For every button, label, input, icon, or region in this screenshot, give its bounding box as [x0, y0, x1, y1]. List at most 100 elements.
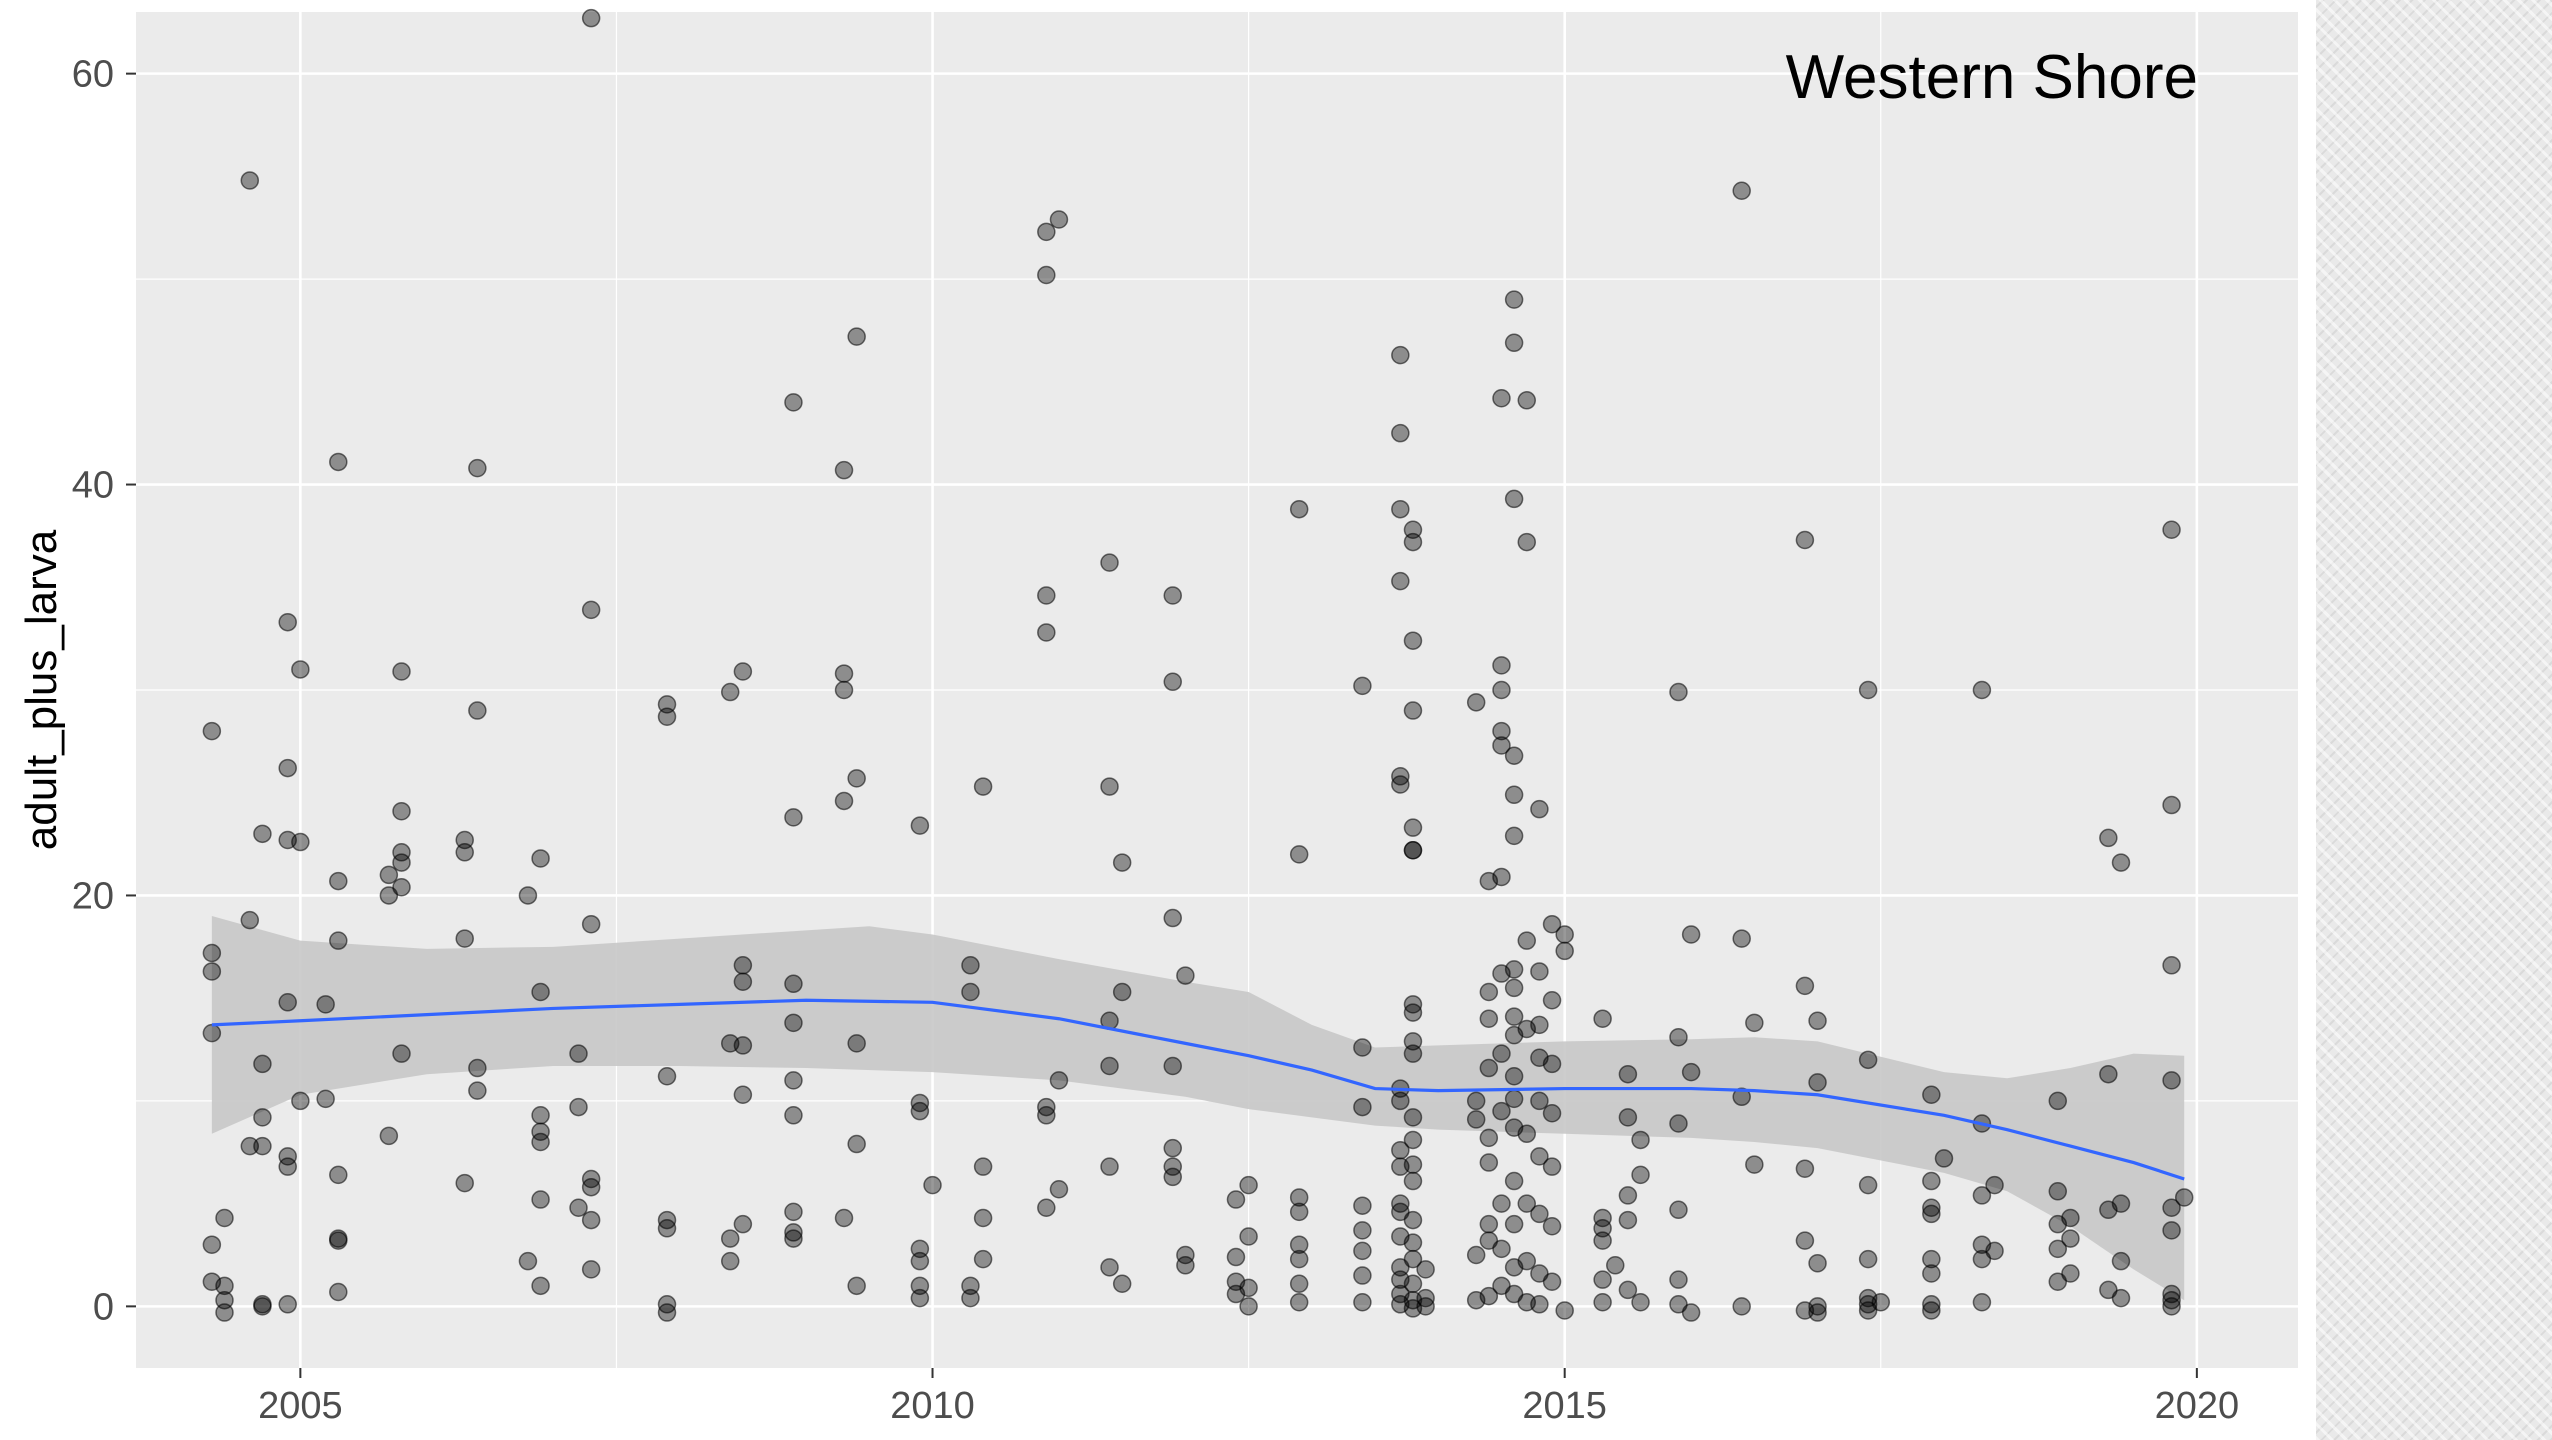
data-point — [733, 662, 753, 681]
data-point — [253, 1295, 272, 1314]
data-point — [834, 791, 854, 811]
data-point — [329, 871, 348, 891]
data-point — [1618, 1186, 1638, 1205]
data-point — [1403, 701, 1423, 720]
data-point — [1517, 1194, 1537, 1213]
data-point — [1504, 826, 1524, 846]
data-point — [733, 972, 753, 991]
data-point — [1681, 1062, 1701, 1082]
data-point — [1226, 1247, 1246, 1267]
data-point — [316, 995, 335, 1014]
smooth-line — [211, 998, 2185, 1181]
data-point — [847, 1276, 866, 1296]
data-point — [1681, 925, 1701, 944]
data-point — [531, 1106, 550, 1125]
data-point — [847, 769, 866, 788]
data-point — [1922, 1249, 1941, 1269]
data-point — [291, 660, 310, 679]
data-point — [1353, 1293, 1372, 1312]
data-point — [1972, 680, 1992, 700]
data-point — [923, 1175, 942, 1195]
data-point — [847, 327, 866, 346]
data-point — [531, 1276, 550, 1296]
data-point — [1555, 1301, 1574, 1320]
data-point — [1391, 1091, 1410, 1111]
data-point — [1403, 1171, 1423, 1191]
data-point — [581, 600, 601, 620]
data-point — [1100, 1056, 1119, 1076]
data-point — [278, 758, 297, 778]
data-point — [1037, 1198, 1056, 1217]
data-point — [1669, 682, 1688, 702]
data-point — [1504, 333, 1524, 353]
data-point — [1732, 1297, 1751, 1316]
data-point — [1922, 1171, 1941, 1191]
data-point — [329, 452, 348, 472]
data-point — [215, 1208, 234, 1228]
data-point — [961, 956, 980, 975]
data-point — [1492, 1101, 1511, 1121]
data-point — [202, 962, 222, 981]
data-point — [1985, 1175, 2004, 1195]
data-point — [973, 777, 993, 796]
data-point — [1353, 1241, 1372, 1261]
data-point — [392, 853, 411, 872]
data-point — [569, 1044, 588, 1063]
data-point — [1795, 530, 1815, 550]
data-point — [531, 1122, 550, 1141]
data-point — [1163, 1157, 1182, 1176]
data-point — [1049, 1071, 1069, 1090]
data-point — [1504, 960, 1524, 979]
data-point — [278, 1147, 297, 1166]
data-point — [1239, 1175, 1258, 1195]
data-point — [291, 1091, 310, 1111]
data-point — [468, 1058, 487, 1078]
side-texture-panel — [2316, 0, 2552, 1440]
data-point — [392, 843, 411, 862]
data-point — [1112, 1274, 1132, 1294]
data-point — [1795, 1159, 1815, 1178]
data-point — [1492, 680, 1511, 700]
y-axis-title: adult_plus_larva — [17, 529, 66, 850]
data-point — [518, 886, 538, 905]
data-point — [1808, 1073, 1827, 1092]
data-point — [784, 1229, 803, 1248]
data-point — [1492, 736, 1511, 755]
data-point — [1745, 1155, 1764, 1174]
data-point — [1289, 1235, 1309, 1254]
data-point — [2111, 1288, 2131, 1308]
data-point — [1517, 1251, 1537, 1271]
data-point — [1795, 1231, 1815, 1250]
data-point — [2162, 1071, 2181, 1090]
data-point — [379, 865, 399, 885]
chart-annotation: Western Shore — [1786, 43, 2198, 112]
data-point — [1403, 1003, 1423, 1022]
data-point — [1504, 1007, 1524, 1026]
data-point — [1492, 1194, 1511, 1213]
data-point — [847, 1134, 866, 1154]
data-point — [1226, 1190, 1246, 1209]
data-point — [1669, 1200, 1688, 1220]
data-point — [1808, 1253, 1827, 1273]
data-point — [1858, 680, 1878, 700]
data-point — [1289, 1188, 1309, 1207]
data-point — [1972, 1186, 1992, 1205]
data-point — [1530, 1015, 1549, 1035]
data-point — [455, 929, 474, 948]
data-point — [2162, 1297, 2181, 1316]
data-point — [392, 662, 411, 681]
data-points — [202, 8, 2194, 1322]
data-point — [1504, 290, 1524, 309]
data-point — [784, 808, 803, 827]
data-point — [733, 1214, 753, 1234]
data-point — [1504, 785, 1524, 805]
data-point — [1353, 1038, 1372, 1057]
data-point — [202, 721, 222, 741]
data-point — [581, 8, 601, 28]
data-point — [1593, 1009, 1612, 1028]
data-point — [1934, 1149, 1954, 1168]
data-point — [1403, 1210, 1423, 1230]
data-point — [1555, 925, 1574, 944]
data-point — [1542, 1272, 1562, 1291]
